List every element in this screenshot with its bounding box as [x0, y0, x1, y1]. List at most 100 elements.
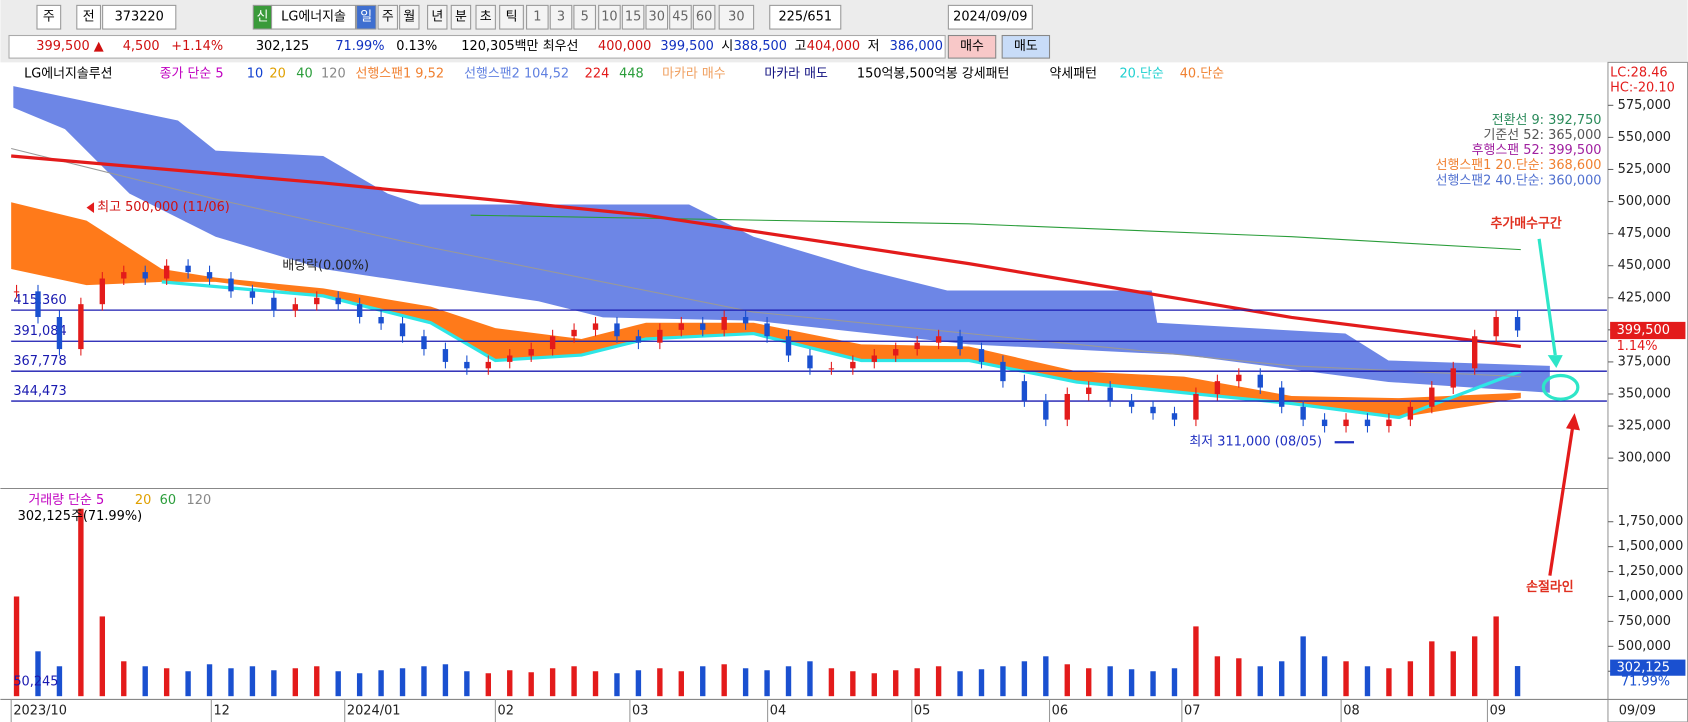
- toolbar-button[interactable]: [573, 4, 596, 30]
- volume-bar: [442, 664, 449, 697]
- y-tick-label: 1,000,000: [1618, 589, 1684, 604]
- candle: [1321, 419, 1328, 427]
- candle: [378, 317, 384, 324]
- volume-bar: [1429, 641, 1435, 697]
- volume-bar: [785, 666, 792, 697]
- toolbar-button[interactable]: [499, 4, 524, 30]
- hc: HC:-20.10: [1610, 81, 1675, 96]
- volume-bar: [1450, 651, 1456, 697]
- legend-item: 20.단순: [1119, 67, 1163, 82]
- candle: [271, 297, 277, 311]
- legend-item: LG에너지솔루션: [24, 67, 112, 82]
- candle: [142, 272, 148, 279]
- toolbar-button[interactable]: [947, 4, 1033, 30]
- legend-item: 마카라 매수: [662, 67, 726, 82]
- toolbar-button[interactable]: [598, 4, 621, 30]
- order-button[interactable]: [947, 34, 997, 59]
- volume-bar: [399, 668, 406, 697]
- volume-bar: [1364, 666, 1371, 697]
- quote-field: 4,500: [123, 39, 160, 54]
- toolbar-button[interactable]: [450, 4, 472, 30]
- candle: [1429, 387, 1435, 407]
- volume-bar: [1171, 668, 1178, 697]
- candle: [935, 336, 942, 343]
- legend-item: 선행스팬1 9,52: [355, 66, 444, 82]
- toolbar-label: 5: [581, 10, 589, 25]
- level-label: 367,778: [13, 354, 66, 369]
- candle: [785, 336, 792, 356]
- order-button[interactable]: [1001, 34, 1051, 59]
- indicator-value: 전환선 9: 392,750: [1492, 113, 1602, 128]
- indicator-value: 선행스팬1 20.단순: 368,600: [1436, 157, 1602, 173]
- candle: [121, 272, 127, 279]
- stop-arrow-head: [1566, 413, 1580, 431]
- quote-field: 302,125: [256, 39, 309, 54]
- toolbar-button[interactable]: [718, 4, 755, 30]
- toolbar-button[interactable]: [526, 4, 549, 30]
- toolbar-button[interactable]: [271, 4, 357, 30]
- candle: [1107, 387, 1113, 401]
- candle: [1214, 381, 1221, 394]
- toolbar-button[interactable]: [692, 4, 716, 30]
- volume-bar: [678, 671, 684, 697]
- toolbar-label: 225/651: [778, 10, 832, 25]
- toolbar-label: LG에너지솔: [281, 10, 346, 25]
- y-tick-label: 500,000: [1618, 194, 1671, 209]
- toolbar-button[interactable]: [769, 4, 842, 30]
- toolbar-button[interactable]: [36, 4, 62, 30]
- legend-item: 약세패턴: [1050, 67, 1098, 82]
- annotation: 최저 311,000 (08/05): [1189, 435, 1322, 450]
- y-tick-label: 1,250,000: [1618, 564, 1684, 579]
- toolbar-button[interactable]: [102, 4, 177, 30]
- candle: [721, 317, 727, 330]
- quote-field: 120,305백만: [461, 39, 538, 54]
- volume-bar: [1493, 616, 1499, 697]
- volume-bar: [871, 673, 877, 697]
- volume-bar: [121, 661, 127, 697]
- legend-item: 선행스팬2 104,52: [464, 66, 569, 82]
- volume-current: 302,125: [1617, 661, 1670, 676]
- candle: [78, 304, 84, 350]
- volume-bar: [850, 671, 856, 697]
- level-label: 344,473: [13, 384, 66, 399]
- volume-bar: [1279, 661, 1285, 697]
- quote-bar: [8, 34, 946, 59]
- toolbar-button[interactable]: [427, 4, 448, 30]
- volume-bar: [571, 666, 577, 697]
- volume-legend: 60: [160, 493, 176, 508]
- toolbar-button[interactable]: [549, 4, 573, 30]
- candle: [13, 291, 20, 293]
- volume-bar: [142, 666, 148, 697]
- volume-bar: [1150, 671, 1156, 697]
- buy-arrow-head: [1547, 355, 1563, 368]
- candle: [1128, 400, 1135, 407]
- candle: [314, 297, 320, 305]
- volume-bar: [893, 670, 899, 697]
- volume-pct: 71.99%: [1621, 675, 1670, 690]
- current-price-box: [1610, 321, 1686, 340]
- toolbar-button[interactable]: [621, 4, 645, 30]
- candle: [1064, 393, 1070, 420]
- toolbar-button[interactable]: [475, 4, 496, 30]
- y-tick-label: 300,000: [1618, 451, 1671, 466]
- volume-bar: [635, 670, 642, 697]
- toolbar-label: 년: [431, 10, 443, 25]
- toolbar-button[interactable]: [377, 4, 398, 30]
- y-tick-label: 750,000: [1618, 614, 1671, 629]
- toolbar-button[interactable]: [399, 4, 420, 30]
- toolbar-label: 주: [43, 10, 55, 25]
- toolbar-button[interactable]: [669, 4, 692, 30]
- candle: [850, 361, 856, 369]
- quote-field: 저: [868, 39, 880, 54]
- volume-bar: [1021, 661, 1028, 697]
- ma-red: [11, 154, 1522, 349]
- volume-info: 302,125주(71.99%): [18, 509, 143, 524]
- indicator-value: 후행스팬 52: 399,500: [1472, 142, 1602, 158]
- candle: [614, 323, 620, 337]
- toolbar-button[interactable]: [356, 4, 377, 30]
- x-tick-label: 09/09: [1619, 704, 1656, 719]
- toolbar-button[interactable]: [76, 4, 102, 30]
- candle: [1257, 374, 1263, 388]
- toolbar-label: 15: [625, 10, 641, 25]
- toolbar-button[interactable]: [645, 4, 669, 30]
